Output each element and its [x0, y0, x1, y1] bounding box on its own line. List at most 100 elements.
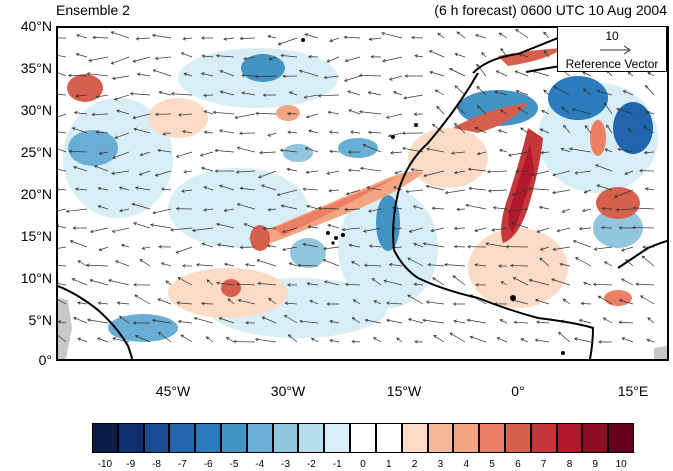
wind-vector — [268, 298, 277, 305]
wind-vector — [359, 75, 382, 77]
wind-vector-head — [453, 226, 458, 231]
wind-vector — [646, 111, 655, 115]
wind-vector — [306, 205, 319, 210]
wind-vector — [515, 70, 529, 77]
wind-vector-head — [283, 314, 288, 319]
wind-vector — [499, 32, 508, 39]
colorbar-label: 0 — [360, 459, 366, 470]
wind-vector — [238, 299, 256, 305]
wind-vector-head — [154, 112, 159, 116]
wind-vector — [477, 105, 487, 115]
colorbar-label: 1 — [386, 459, 392, 470]
wind-vector — [453, 320, 466, 324]
islands — [301, 38, 565, 355]
wind-vector-head — [426, 147, 430, 151]
wind-vector — [329, 189, 340, 192]
wind-vector-head — [259, 150, 263, 155]
wind-vector — [216, 223, 235, 229]
wind-vector-head — [515, 89, 520, 94]
wind-vector-head — [536, 229, 541, 233]
wind-vector — [94, 165, 109, 172]
wind-vector — [451, 151, 466, 154]
wind-vector — [75, 94, 88, 97]
wind-vector — [513, 277, 529, 286]
wind-vector-head — [98, 247, 103, 252]
wind-vector — [381, 32, 403, 39]
wind-vector — [475, 127, 487, 134]
wind-vector-head — [132, 59, 137, 63]
wind-vector — [259, 151, 277, 154]
wind-vector — [58, 55, 67, 58]
wind-vector — [373, 337, 382, 343]
neg-anomaly-area — [290, 238, 326, 268]
wind-vector — [58, 225, 67, 229]
lat-label: 15°N — [20, 228, 52, 244]
wind-vector — [327, 224, 340, 229]
wind-vector-head — [344, 58, 349, 63]
neg-anomaly-area — [283, 144, 313, 162]
wind-vector — [178, 113, 193, 116]
wind-vector — [176, 151, 193, 158]
wind-vector — [223, 37, 235, 40]
wind-vector-head — [280, 53, 284, 58]
wind-vector-head — [131, 202, 136, 207]
wind-vector-head — [306, 282, 311, 286]
wind-vector-head — [639, 295, 644, 299]
wind-vector-head — [498, 264, 502, 268]
lat-label: 35°N — [20, 60, 52, 76]
wind-vector — [563, 125, 571, 134]
wind-vector-head — [286, 283, 291, 287]
wind-vector-head — [449, 332, 454, 336]
colorbar-swatch — [143, 423, 170, 453]
wind-vector — [647, 72, 655, 77]
wind-vector — [220, 91, 235, 96]
wind-vector — [493, 207, 508, 210]
wind-vector-head — [474, 228, 478, 232]
wind-vector — [536, 321, 550, 324]
wind-vector-head — [449, 68, 453, 72]
wind-vector-head — [71, 127, 76, 131]
wind-vector — [470, 336, 487, 343]
wind-vector-head — [403, 96, 407, 100]
wind-vector — [324, 281, 340, 286]
wind-vector — [99, 246, 109, 251]
pos-anomaly-band — [273, 176, 398, 236]
wind-vector-head — [552, 247, 557, 251]
wind-vector-head — [641, 255, 646, 259]
wind-vector-head — [139, 259, 144, 263]
colorbar-label: 6 — [515, 459, 521, 470]
wind-vector — [454, 85, 466, 96]
wind-vector — [561, 148, 571, 153]
wind-vector — [262, 316, 277, 324]
wind-vector — [352, 341, 361, 343]
wind-vector — [87, 73, 109, 77]
wind-vector-head — [510, 263, 514, 268]
colorbar-swatch — [479, 423, 505, 453]
wind-vector — [182, 130, 193, 134]
wind-vector — [203, 186, 214, 191]
wind-vector-head — [91, 112, 95, 117]
wind-vector-head — [92, 35, 96, 40]
wind-vector-head — [217, 243, 221, 247]
neg-anomaly-area — [593, 208, 643, 248]
wind-vector — [299, 70, 319, 77]
wind-vector-head — [150, 223, 154, 227]
wind-vector-head — [236, 203, 241, 207]
wind-vector-head — [386, 318, 390, 323]
wind-vector-head — [600, 225, 605, 230]
wind-vector-head — [410, 167, 414, 172]
wind-vector — [435, 89, 445, 96]
wind-vector-head — [203, 93, 207, 98]
wind-vector — [318, 207, 340, 210]
wind-vector-head — [413, 112, 418, 116]
wind-vector-head — [114, 135, 118, 139]
wind-vector-head — [132, 321, 137, 325]
wind-vector — [494, 91, 508, 96]
wind-vector — [500, 109, 508, 115]
wind-vector — [309, 300, 319, 305]
wind-vector-head — [510, 221, 515, 226]
neg-anomaly-area — [241, 54, 285, 82]
wind-vector — [201, 167, 214, 172]
wind-vector-head — [429, 70, 433, 75]
wind-vector — [579, 319, 592, 324]
